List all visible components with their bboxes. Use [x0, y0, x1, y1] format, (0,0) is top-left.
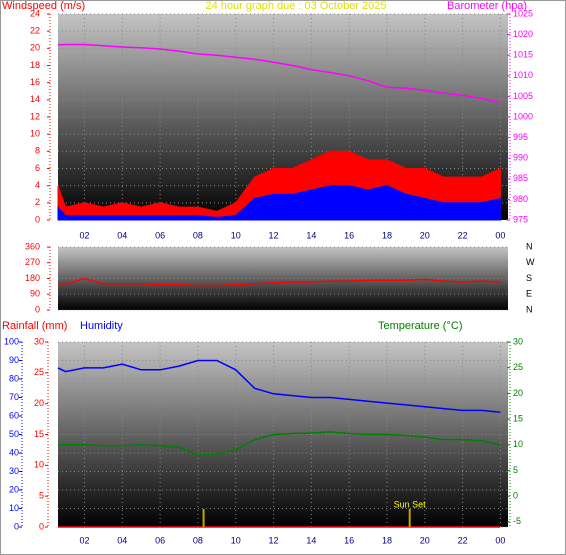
y-tick-label: 5	[39, 491, 44, 501]
y-tick-label: 6	[35, 163, 40, 173]
x-tick-label: 22	[458, 535, 468, 545]
y-tick-label: 50	[9, 429, 19, 439]
series-line	[57, 43, 501, 103]
x-tick-label: 02	[79, 230, 89, 240]
x-tick-label: 22	[458, 230, 468, 240]
y-tick-label: 25	[34, 367, 44, 377]
y-tick-label: 30	[34, 336, 44, 346]
y-tick-label: 360	[25, 241, 40, 251]
x-tick-label: 18	[382, 535, 392, 545]
y-tick-label: 10	[34, 460, 44, 470]
series-line	[58, 431, 501, 456]
x-tick-label: 02	[79, 535, 89, 545]
y-tick-label: 30	[513, 336, 523, 346]
y-tick-label: 90	[9, 355, 19, 365]
x-tick-label: 10	[231, 535, 241, 545]
y-tick-label: 10	[30, 129, 40, 139]
x-tick-label: 16	[344, 230, 354, 240]
x-tick-label: 10	[231, 230, 241, 240]
y-tick-label: 20	[34, 398, 44, 408]
y-tick-label: 980	[513, 194, 528, 204]
x-tick-label: 20	[420, 535, 430, 545]
series-line	[58, 277, 501, 287]
y-tick-label: 70	[9, 392, 19, 402]
y-tick-label: 30	[9, 466, 19, 476]
y-tick-label: E	[526, 289, 532, 299]
axis-label: Temperature (°C)	[378, 320, 462, 332]
y-tick-label: 25	[513, 362, 523, 372]
y-tick-label: N	[526, 304, 533, 314]
x-tick-label: 04	[117, 535, 127, 545]
y-tick-label: 22	[30, 26, 40, 36]
y-tick-label: 20	[30, 43, 40, 53]
y-tick-label: 15	[34, 429, 44, 439]
axis-label: Humidity	[80, 320, 123, 332]
y-tick-label: 995	[513, 132, 528, 142]
x-tick-label: 00	[495, 230, 505, 240]
y-tick-label: 1000	[513, 111, 533, 121]
x-tick-label: 20	[420, 230, 430, 240]
x-tick-label: 06	[155, 535, 165, 545]
annotation: Sun Set	[394, 499, 427, 509]
axis-label: Rainfall (mm)	[2, 320, 67, 332]
y-tick-label: 1020	[513, 29, 533, 39]
y-tick-label: S	[526, 273, 532, 283]
series-line	[57, 359, 501, 414]
y-tick-label: 0	[513, 491, 518, 501]
y-tick-label: 1010	[513, 70, 533, 80]
y-tick-label: 40	[9, 447, 19, 457]
y-tick-label: 180	[25, 273, 40, 283]
x-tick-label: 06	[155, 230, 165, 240]
y-tick-label: 100	[4, 336, 19, 346]
y-tick-label: 1005	[513, 91, 533, 101]
x-tick-label: 08	[193, 230, 203, 240]
y-tick-label: N	[526, 241, 533, 251]
y-tick-label: 1015	[513, 50, 533, 60]
y-tick-label: W	[526, 257, 535, 267]
y-tick-label: 270	[25, 257, 40, 267]
axis-label: Barometer (hpa)	[447, 0, 527, 12]
y-tick-label: 60	[9, 410, 19, 420]
y-tick-label: 1025	[513, 8, 533, 18]
y-tick-label: 12	[30, 111, 40, 121]
x-tick-label: 00	[495, 535, 505, 545]
y-tick-label: 8	[35, 146, 40, 156]
y-tick-label: -5	[513, 516, 521, 526]
x-tick-label: 12	[269, 535, 279, 545]
y-tick-label: 985	[513, 173, 528, 183]
x-tick-label: 16	[344, 535, 354, 545]
series-area	[57, 185, 501, 221]
y-tick-label: 4	[35, 180, 40, 190]
y-tick-label: 80	[9, 373, 19, 383]
x-tick-label: 12	[269, 230, 279, 240]
y-tick-label: 990	[513, 153, 528, 163]
y-tick-label: 15	[513, 413, 523, 423]
y-tick-label: 0	[39, 521, 44, 531]
y-tick-label: 90	[30, 289, 40, 299]
x-tick-label: 04	[117, 230, 127, 240]
y-tick-label: 975	[513, 214, 528, 224]
y-tick-label: 16	[30, 77, 40, 87]
y-tick-label: 18	[30, 60, 40, 70]
y-tick-label: 0	[35, 304, 40, 314]
x-tick-label: 14	[306, 535, 316, 545]
chart-title: 24 hour graph due : 03 October 2025	[205, 0, 386, 12]
y-tick-label: 24	[30, 8, 40, 18]
axis-label: Windspeed (m/s)	[2, 0, 85, 12]
x-tick-label: 08	[193, 535, 203, 545]
y-tick-label: 0	[14, 521, 19, 531]
y-tick-label: 20	[9, 484, 19, 494]
x-tick-label: 18	[382, 230, 392, 240]
y-tick-label: 20	[513, 388, 523, 398]
y-tick-label: 2	[35, 197, 40, 207]
y-tick-label: 14	[30, 94, 40, 104]
y-tick-label: 0	[35, 214, 40, 224]
y-tick-label: 10	[9, 503, 19, 513]
y-tick-label: 10	[513, 439, 523, 449]
x-tick-label: 14	[306, 230, 316, 240]
y-tick-label: 5	[513, 465, 518, 475]
